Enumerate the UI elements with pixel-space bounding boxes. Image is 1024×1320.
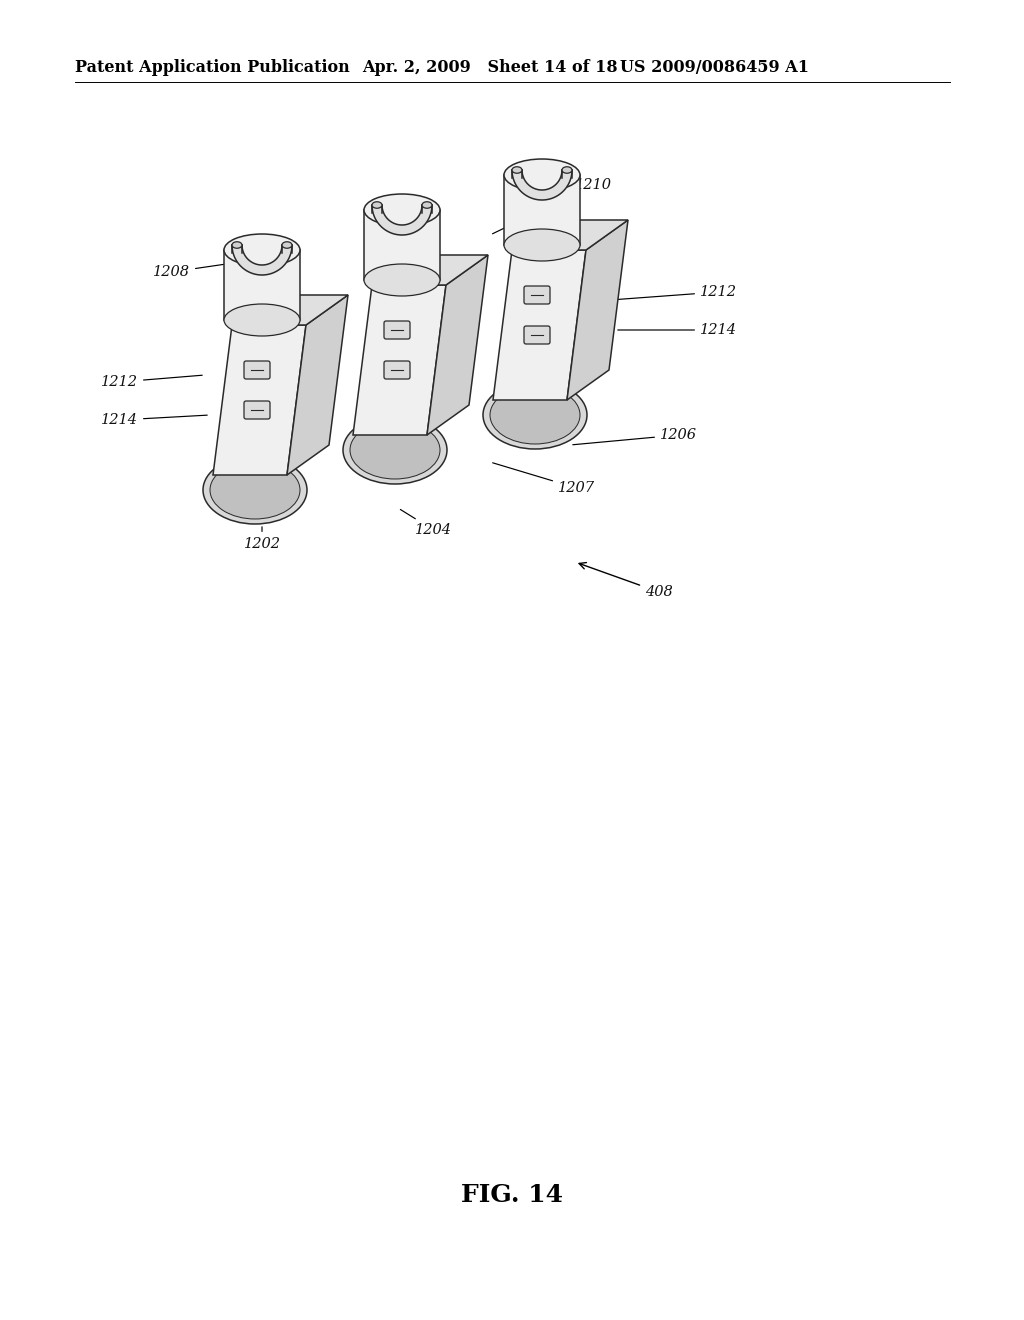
Polygon shape (512, 220, 628, 249)
Polygon shape (224, 249, 300, 319)
Text: 1202: 1202 (244, 527, 281, 550)
Text: 1214: 1214 (101, 413, 207, 426)
Text: 1214: 1214 (617, 323, 737, 337)
Ellipse shape (562, 166, 572, 173)
Ellipse shape (350, 421, 440, 479)
Text: FIG. 14: FIG. 14 (461, 1183, 563, 1206)
Polygon shape (232, 294, 348, 325)
Ellipse shape (490, 385, 580, 444)
FancyBboxPatch shape (244, 401, 270, 418)
Polygon shape (287, 294, 348, 475)
Text: US 2009/0086459 A1: US 2009/0086459 A1 (620, 59, 809, 77)
Polygon shape (353, 285, 446, 436)
Ellipse shape (422, 202, 432, 209)
Text: 1204: 1204 (400, 510, 452, 537)
Text: 1212: 1212 (612, 285, 737, 300)
FancyBboxPatch shape (384, 360, 410, 379)
Polygon shape (364, 210, 440, 280)
Polygon shape (213, 325, 306, 475)
Polygon shape (512, 170, 572, 201)
Ellipse shape (203, 455, 307, 524)
Ellipse shape (483, 381, 587, 449)
Polygon shape (493, 249, 586, 400)
Polygon shape (427, 255, 488, 436)
FancyBboxPatch shape (244, 360, 270, 379)
Ellipse shape (504, 228, 580, 261)
Ellipse shape (372, 202, 382, 209)
Ellipse shape (282, 242, 292, 248)
Text: Apr. 2, 2009   Sheet 14 of 18: Apr. 2, 2009 Sheet 14 of 18 (362, 59, 617, 77)
Text: 408: 408 (580, 562, 673, 599)
Polygon shape (567, 220, 628, 400)
Ellipse shape (364, 264, 440, 296)
Ellipse shape (224, 304, 300, 337)
Ellipse shape (224, 234, 300, 267)
Text: Patent Application Publication: Patent Application Publication (75, 59, 350, 77)
Text: 1210: 1210 (493, 178, 612, 234)
Ellipse shape (512, 166, 522, 173)
Ellipse shape (504, 158, 580, 191)
FancyBboxPatch shape (384, 321, 410, 339)
Ellipse shape (232, 242, 242, 248)
Text: 1207: 1207 (493, 463, 595, 495)
FancyBboxPatch shape (524, 286, 550, 304)
Polygon shape (504, 176, 580, 246)
Ellipse shape (364, 194, 440, 226)
FancyBboxPatch shape (524, 326, 550, 345)
Text: 1212: 1212 (101, 375, 202, 389)
Ellipse shape (210, 461, 300, 519)
Polygon shape (372, 255, 488, 285)
Text: 1206: 1206 (572, 428, 697, 445)
Polygon shape (232, 246, 292, 275)
Polygon shape (372, 205, 432, 235)
Text: 1208: 1208 (153, 255, 286, 279)
Ellipse shape (343, 416, 447, 484)
